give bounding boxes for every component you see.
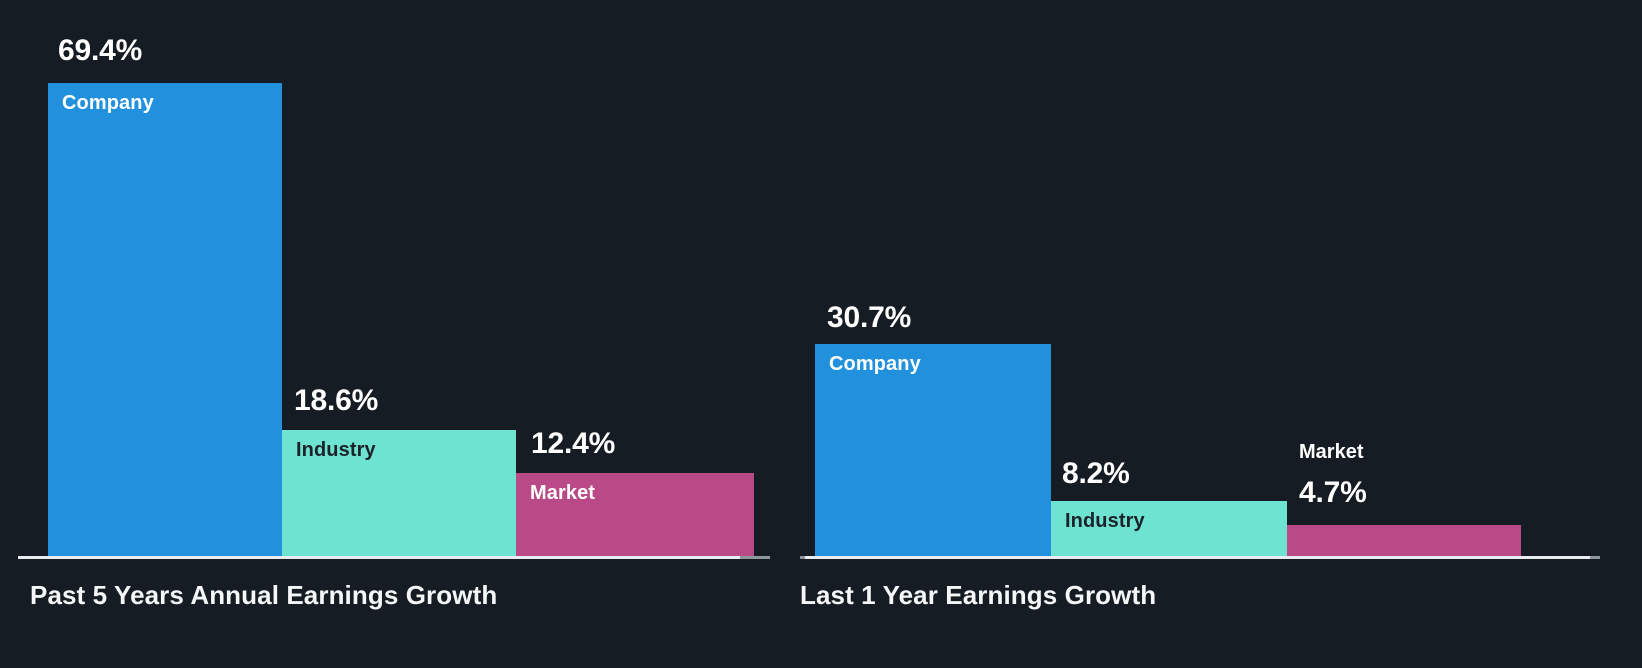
bar-fill-industry bbox=[282, 430, 516, 558]
x-axis-line bbox=[800, 556, 1600, 559]
bar-fill-market bbox=[1287, 525, 1521, 558]
bar-value-company: 69.4% bbox=[58, 34, 143, 67]
panel-title-past-5-years: Past 5 Years Annual Earnings Growth bbox=[30, 580, 498, 610]
bar-label-market: Market bbox=[530, 482, 596, 504]
bar-value-company: 30.7% bbox=[827, 301, 912, 334]
bar-company[interactable]: Company bbox=[815, 344, 1051, 558]
bar-market[interactable]: Market bbox=[516, 473, 754, 558]
bar-label-company: Company bbox=[62, 92, 154, 114]
bar-label-company: Company bbox=[829, 353, 921, 375]
plot-area: 30.7% Company 8.2% Industry Market 4.7% bbox=[790, 0, 1642, 559]
plot-area: 69.4% Company 18.6% Industry 12.4% Marke… bbox=[0, 0, 800, 559]
bar-market[interactable] bbox=[1287, 525, 1521, 558]
bar-label-industry: Industry bbox=[1065, 510, 1145, 532]
bar-value-market: 12.4% bbox=[531, 427, 616, 460]
bar-fill-industry bbox=[1051, 501, 1287, 558]
bar-label-industry: Industry bbox=[296, 439, 376, 461]
x-axis-line-highlight bbox=[18, 556, 740, 559]
bar-fill-company bbox=[48, 83, 282, 558]
bar-company[interactable]: Company bbox=[48, 83, 282, 558]
chart-panel-last-1-year: 30.7% Company 8.2% Industry Market 4.7% bbox=[790, 0, 1642, 668]
bar-label-market: Market bbox=[1299, 441, 1364, 463]
bar-value-market: 4.7% bbox=[1299, 476, 1367, 509]
x-axis-line bbox=[18, 556, 770, 559]
panel-title-last-1-year: Last 1 Year Earnings Growth bbox=[800, 580, 1157, 610]
x-axis-line-highlight bbox=[805, 556, 1590, 559]
bar-fill-market bbox=[516, 473, 754, 558]
bar-value-industry: 8.2% bbox=[1062, 457, 1130, 490]
bar-fill-company bbox=[815, 344, 1051, 558]
chart-panel-past-5-years: 69.4% Company 18.6% Industry 12.4% Marke… bbox=[0, 0, 800, 668]
bar-value-industry: 18.6% bbox=[294, 384, 379, 417]
bar-industry[interactable]: Industry bbox=[282, 430, 516, 558]
bar-industry[interactable]: Industry bbox=[1051, 501, 1287, 558]
